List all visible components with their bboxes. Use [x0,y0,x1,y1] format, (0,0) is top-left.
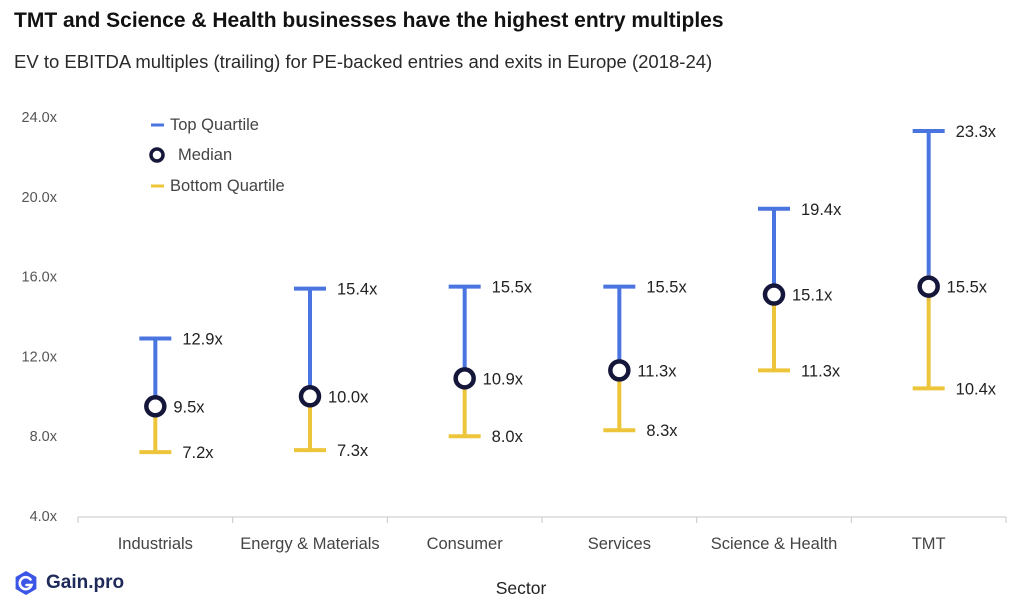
x-axis-ticks: Industrials Energy & Materials Consumer Ser… [77,517,1007,553]
median-label: 15.5x [947,279,988,297]
median-point [762,283,786,306]
y-tick-label: 16.0x [22,270,58,286]
range-marker: 19.4x 15.1x 11.3x [758,201,842,380]
range-marker: 15.5x 11.3x 8.3x [603,279,687,440]
median-label: 9.5x [173,398,205,416]
top-quartile-label: 19.4x [801,201,842,219]
top-quartile-label: 12.9x [182,330,223,348]
top-quartile-label: 23.3x [956,123,997,141]
bottom-quartile-label: 10.4x [956,380,997,398]
median-label: 10.9x [483,370,524,388]
bottom-quartile-label: 7.3x [337,442,369,460]
x-tick-label: Services [588,535,651,553]
legend-median-swatch [149,147,165,163]
median-point [144,395,167,418]
gain-pro-logo: Gain.pro [12,569,124,597]
median-label: 11.3x [637,362,677,380]
median-point [453,367,476,390]
y-tick-label: 4.0x [30,509,58,525]
y-axis: 4.0x 8.0x 12.0x 16.0x 20.0x 24.0x [22,110,58,525]
x-tick-label: Energy & Materials [240,535,379,553]
y-tick-label: 8.0x [30,429,58,445]
logo-text: Gain.pro [46,572,125,593]
y-tick-label: 24.0x [22,110,58,126]
x-tick-label: Science & Health [711,535,838,553]
gain-pro-logo-icon [15,571,37,595]
range-marker: 12.9x 9.5x 7.2x [139,330,223,462]
median-label: 10.0x [328,388,369,406]
top-quartile-label: 15.5x [646,279,687,297]
y-tick-label: 20.0x [22,190,58,206]
top-quartile-label: 15.4x [337,281,378,299]
x-tick-label: Consumer [427,535,504,553]
x-tick-label: TMT [912,535,946,553]
median-point [917,275,940,298]
legend-median-label: Median [178,146,232,164]
bottom-quartile-label: 11.3x [801,362,841,380]
median-point [298,385,322,408]
range-marker: 15.5x 10.9x 8.0x [448,279,533,446]
bottom-quartile-label: 7.2x [182,444,214,462]
x-tick-label: Industrials [118,535,193,553]
bottom-quartile-label: 8.3x [646,422,678,440]
legend-bottom-label: Bottom Quartile [170,177,285,195]
median-point [608,359,631,382]
legend: Top Quartile Median Bottom Quartile [149,116,285,195]
chart-title: TMT and Science & Health businesses have… [14,9,724,32]
chart-subtitle: EV to EBITDA multiples (trailing) for PE… [14,51,713,72]
median-label: 15.1x [792,287,833,305]
top-quartile-label: 15.5x [492,279,533,297]
x-axis-title: Sector [496,578,547,598]
plot-area: 12.9x 9.5x 7.2x 15.4x 10.0x 7.3x 15.5x 10.9x 8.0… [139,123,997,462]
bottom-quartile-label: 8.0x [492,428,524,446]
y-tick-label: 12.0x [22,349,58,365]
range-marker: 15.4x 10.0x 7.3x [294,281,378,460]
legend-top-label: Top Quartile [170,116,259,134]
range-marker: 23.3x 15.5x 10.4x [912,123,997,398]
